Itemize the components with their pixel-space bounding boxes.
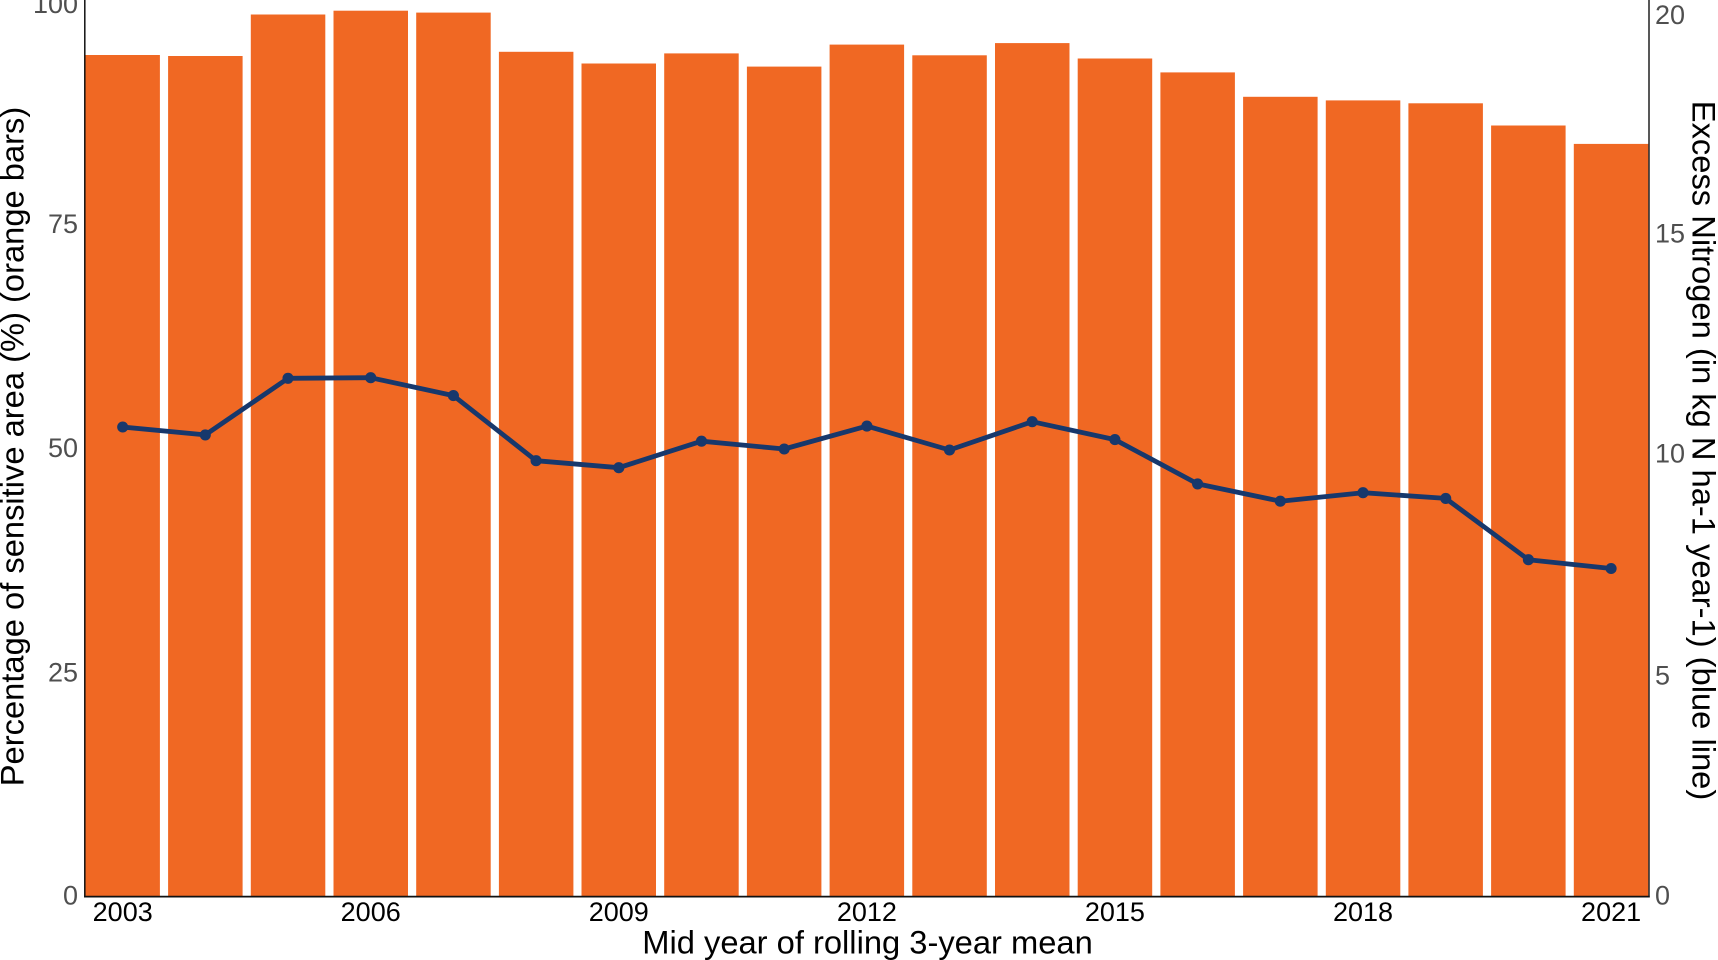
svg-text:15: 15 (1655, 218, 1685, 248)
svg-text:Percentage of sensitive area (: Percentage of sensitive area (%) (orange… (0, 107, 31, 787)
svg-text:2009: 2009 (589, 897, 649, 927)
svg-text:75: 75 (48, 209, 78, 239)
svg-text:100: 100 (33, 0, 78, 19)
svg-text:2006: 2006 (341, 897, 401, 927)
svg-text:Mid year of rolling 3-year mea: Mid year of rolling 3-year mean (642, 923, 1093, 960)
svg-text:2018: 2018 (1333, 897, 1393, 927)
svg-text:2003: 2003 (93, 897, 153, 927)
svg-text:5: 5 (1655, 660, 1670, 690)
svg-text:10: 10 (1655, 438, 1685, 468)
svg-text:2021: 2021 (1581, 897, 1641, 927)
svg-text:0: 0 (63, 881, 78, 911)
svg-text:50: 50 (48, 433, 78, 463)
svg-text:Excess Nitrogen (in kg N ha-1: Excess Nitrogen (in kg N ha-1 year-1) (b… (1686, 101, 1718, 800)
svg-text:2015: 2015 (1085, 897, 1145, 927)
svg-text:0: 0 (1655, 881, 1670, 911)
svg-text:20: 20 (1655, 0, 1685, 30)
svg-text:2012: 2012 (837, 897, 897, 927)
svg-text:25: 25 (48, 657, 78, 687)
